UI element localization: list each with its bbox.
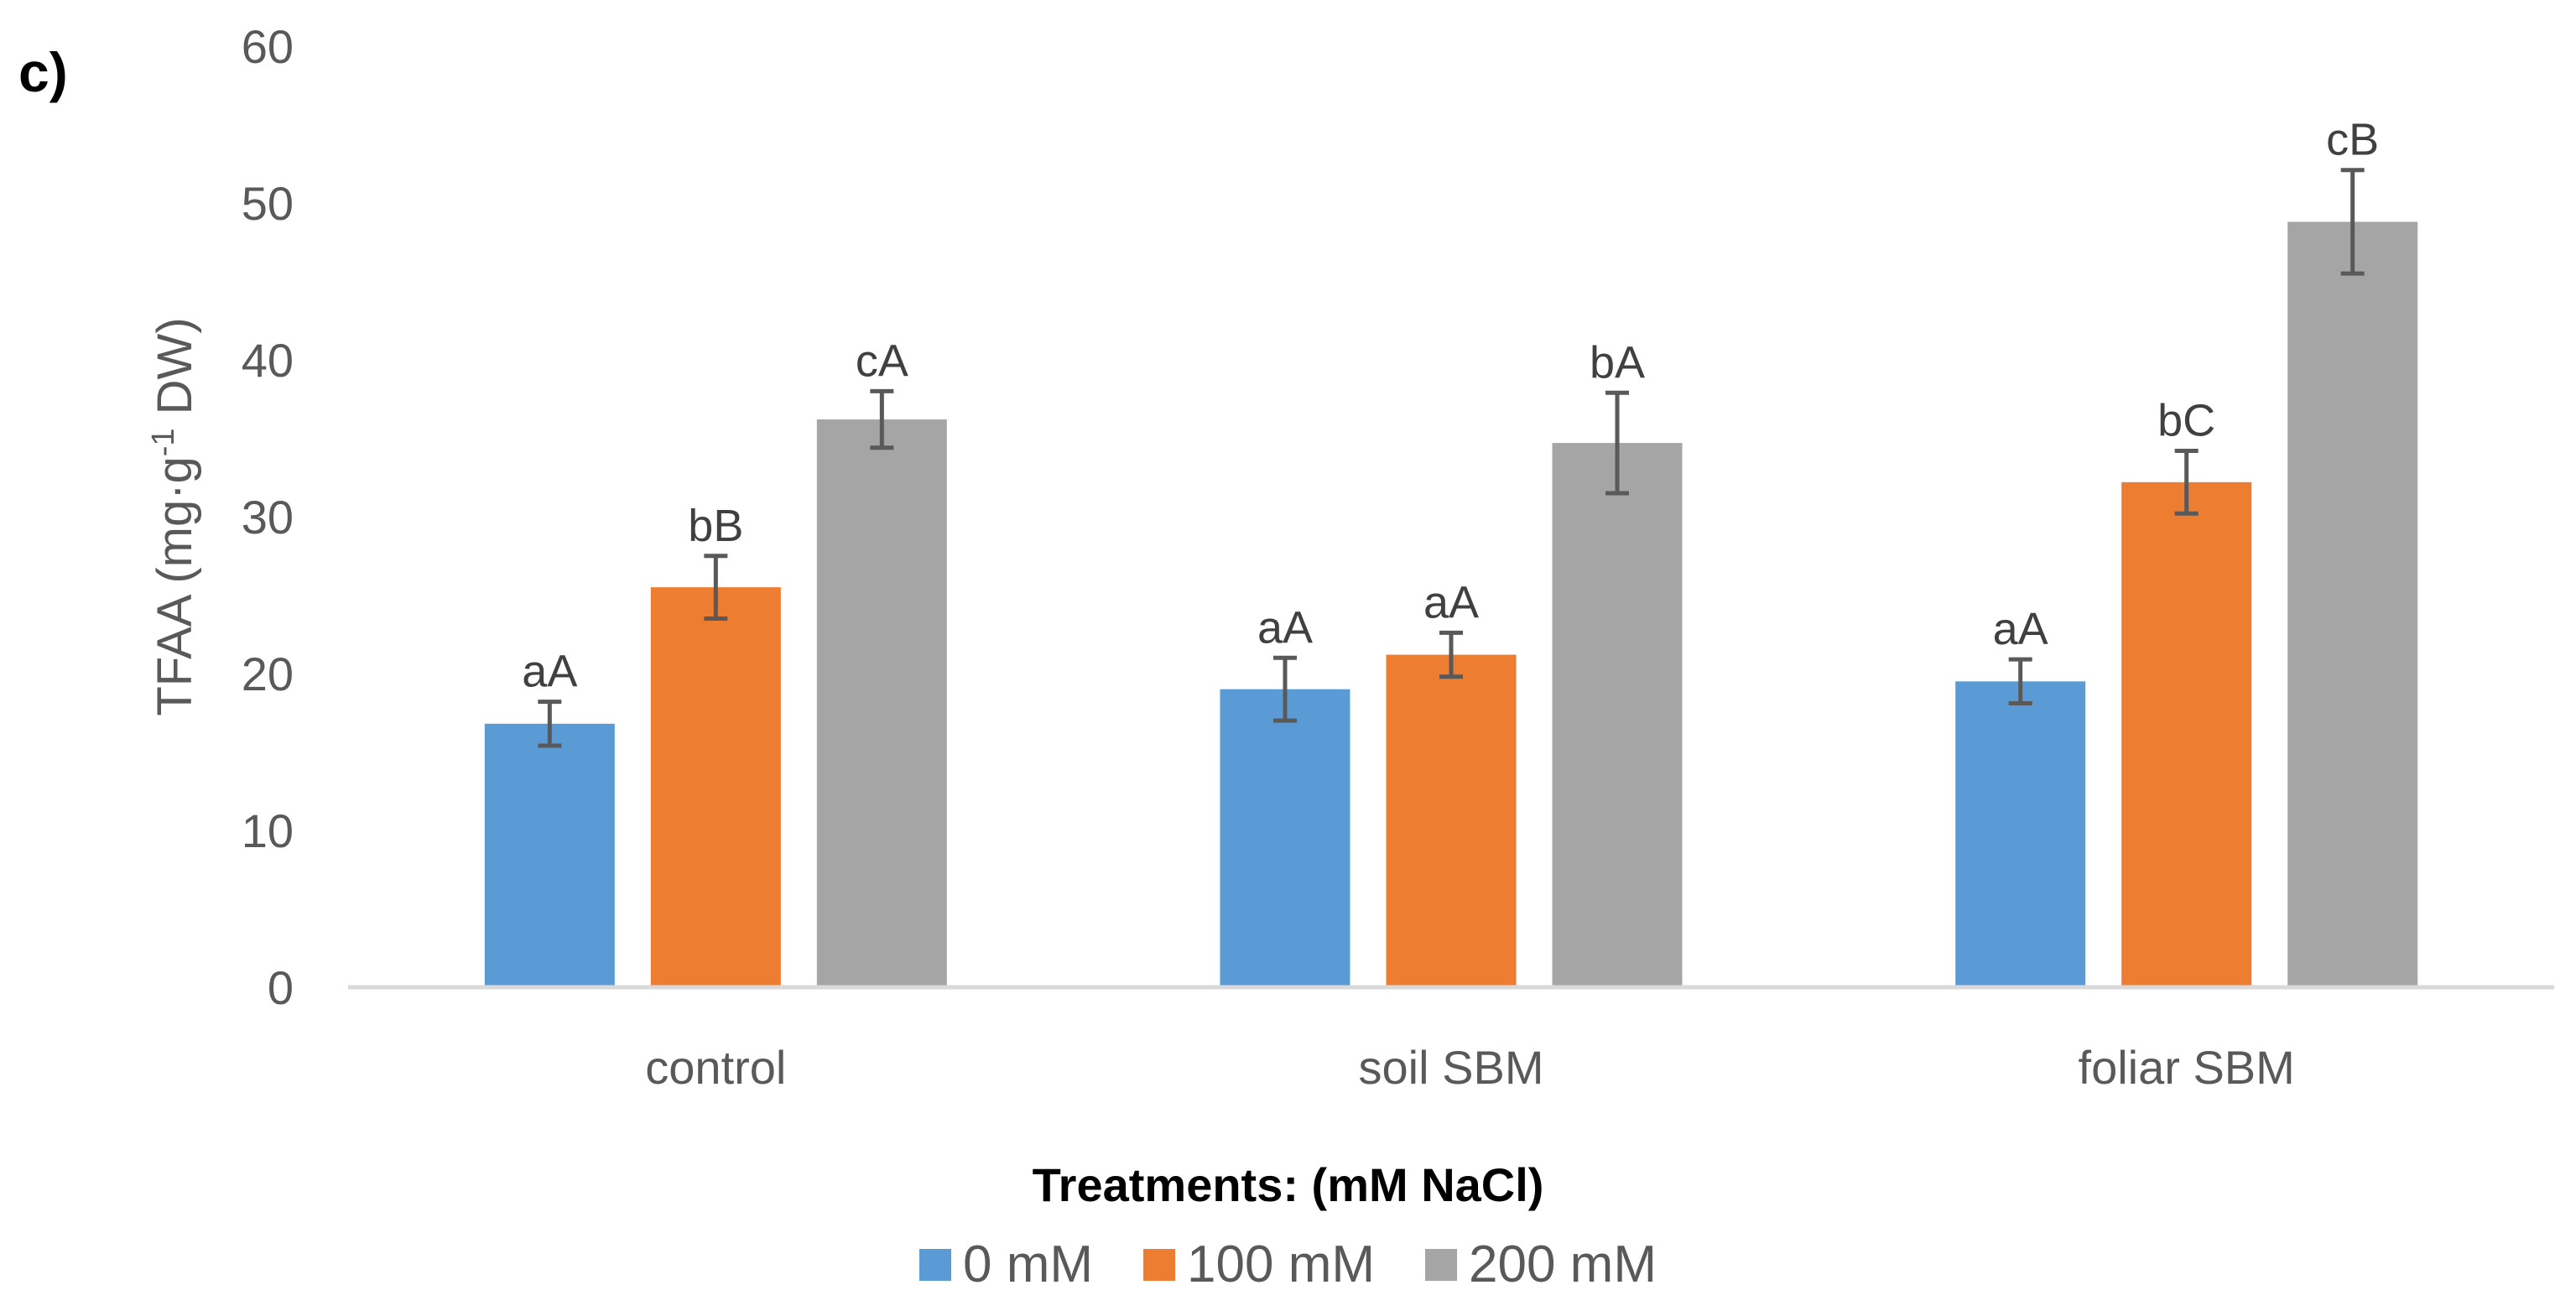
y-axis-title: TFAA (mg·g-1 DW) bbox=[146, 317, 202, 715]
error-bar-2-0 bbox=[2008, 657, 2032, 706]
sig-label-0-1: bB bbox=[688, 501, 743, 551]
sig-label-2-0: aA bbox=[1993, 604, 2048, 654]
y-tick-label-2: 20 bbox=[242, 648, 294, 700]
error-bar-1-1 bbox=[1439, 630, 1463, 679]
bar-2-0 bbox=[1955, 681, 2086, 987]
panel-label: c) bbox=[18, 41, 68, 103]
y-tick-label-6: 60 bbox=[242, 20, 294, 73]
sig-label-1-2: bA bbox=[1590, 337, 1645, 388]
legend-item-0: 0 mM bbox=[919, 1235, 1093, 1294]
error-bar-1-0 bbox=[1273, 655, 1297, 723]
y-tick-label-3: 30 bbox=[242, 491, 294, 544]
legend-swatch-2 bbox=[1425, 1248, 1457, 1281]
error-bars bbox=[538, 168, 2365, 748]
y-tick-label-4: 40 bbox=[242, 334, 294, 387]
error-bar-2-1 bbox=[2174, 448, 2199, 516]
sig-label-1-1: aA bbox=[1423, 577, 1479, 627]
bar-2-2 bbox=[2287, 221, 2418, 987]
error-bar-0-0 bbox=[538, 700, 562, 748]
sig-label-2-2: cB bbox=[2326, 115, 2379, 165]
error-bar-0-1 bbox=[704, 554, 728, 622]
bar-1-2 bbox=[1552, 443, 1683, 987]
error-bar-1-2 bbox=[1605, 390, 1629, 496]
y-tick-label-5: 50 bbox=[242, 177, 294, 230]
legend-label-0: 0 mM bbox=[963, 1236, 1094, 1293]
legend-swatch-1 bbox=[1143, 1248, 1176, 1281]
x-axis-title: Treatments: (mM NaCl) bbox=[1032, 1158, 1544, 1211]
y-axis-title-text: TFAA (mg·g-1 DW) bbox=[146, 317, 202, 715]
legend-item-2: 200 mM bbox=[1425, 1235, 1657, 1294]
bar-0-1 bbox=[650, 587, 781, 987]
bar-0-0 bbox=[484, 723, 615, 987]
bars bbox=[484, 221, 2418, 987]
legend: 0 mM 100 mM 200 mM bbox=[0, 1235, 2576, 1294]
sig-label-1-0: aA bbox=[1257, 602, 1313, 653]
y-tick-label-1: 10 bbox=[242, 804, 294, 857]
bar-0-2 bbox=[816, 419, 947, 987]
y-tick-labels: 0 10 20 30 40 50 60 bbox=[242, 20, 294, 1014]
y-tick-label-0: 0 bbox=[268, 961, 294, 1014]
legend-label-1: 100 mM bbox=[1187, 1236, 1375, 1293]
legend-label-2: 200 mM bbox=[1469, 1236, 1657, 1293]
error-bar-2-2 bbox=[2340, 168, 2365, 276]
category-label-1: soil SBM bbox=[1359, 1041, 1544, 1094]
bar-1-1 bbox=[1386, 654, 1517, 987]
legend-item-1: 100 mM bbox=[1143, 1235, 1375, 1294]
significance-labels: aA bB cA aA aA bA aA bC cB bbox=[522, 115, 2379, 697]
sig-label-2-1: bC bbox=[2157, 395, 2215, 445]
error-bar-0-2 bbox=[870, 388, 894, 450]
bar-1-0 bbox=[1220, 689, 1350, 987]
legend-swatch-0 bbox=[919, 1248, 952, 1281]
category-labels: control soil SBM foliar SBM bbox=[645, 1041, 2295, 1094]
sig-label-0-2: cA bbox=[856, 336, 908, 386]
bar-2-1 bbox=[2121, 481, 2252, 987]
sig-label-0-0: aA bbox=[522, 647, 577, 697]
category-label-2: foliar SBM bbox=[2079, 1041, 2295, 1094]
category-label-0: control bbox=[645, 1041, 786, 1094]
